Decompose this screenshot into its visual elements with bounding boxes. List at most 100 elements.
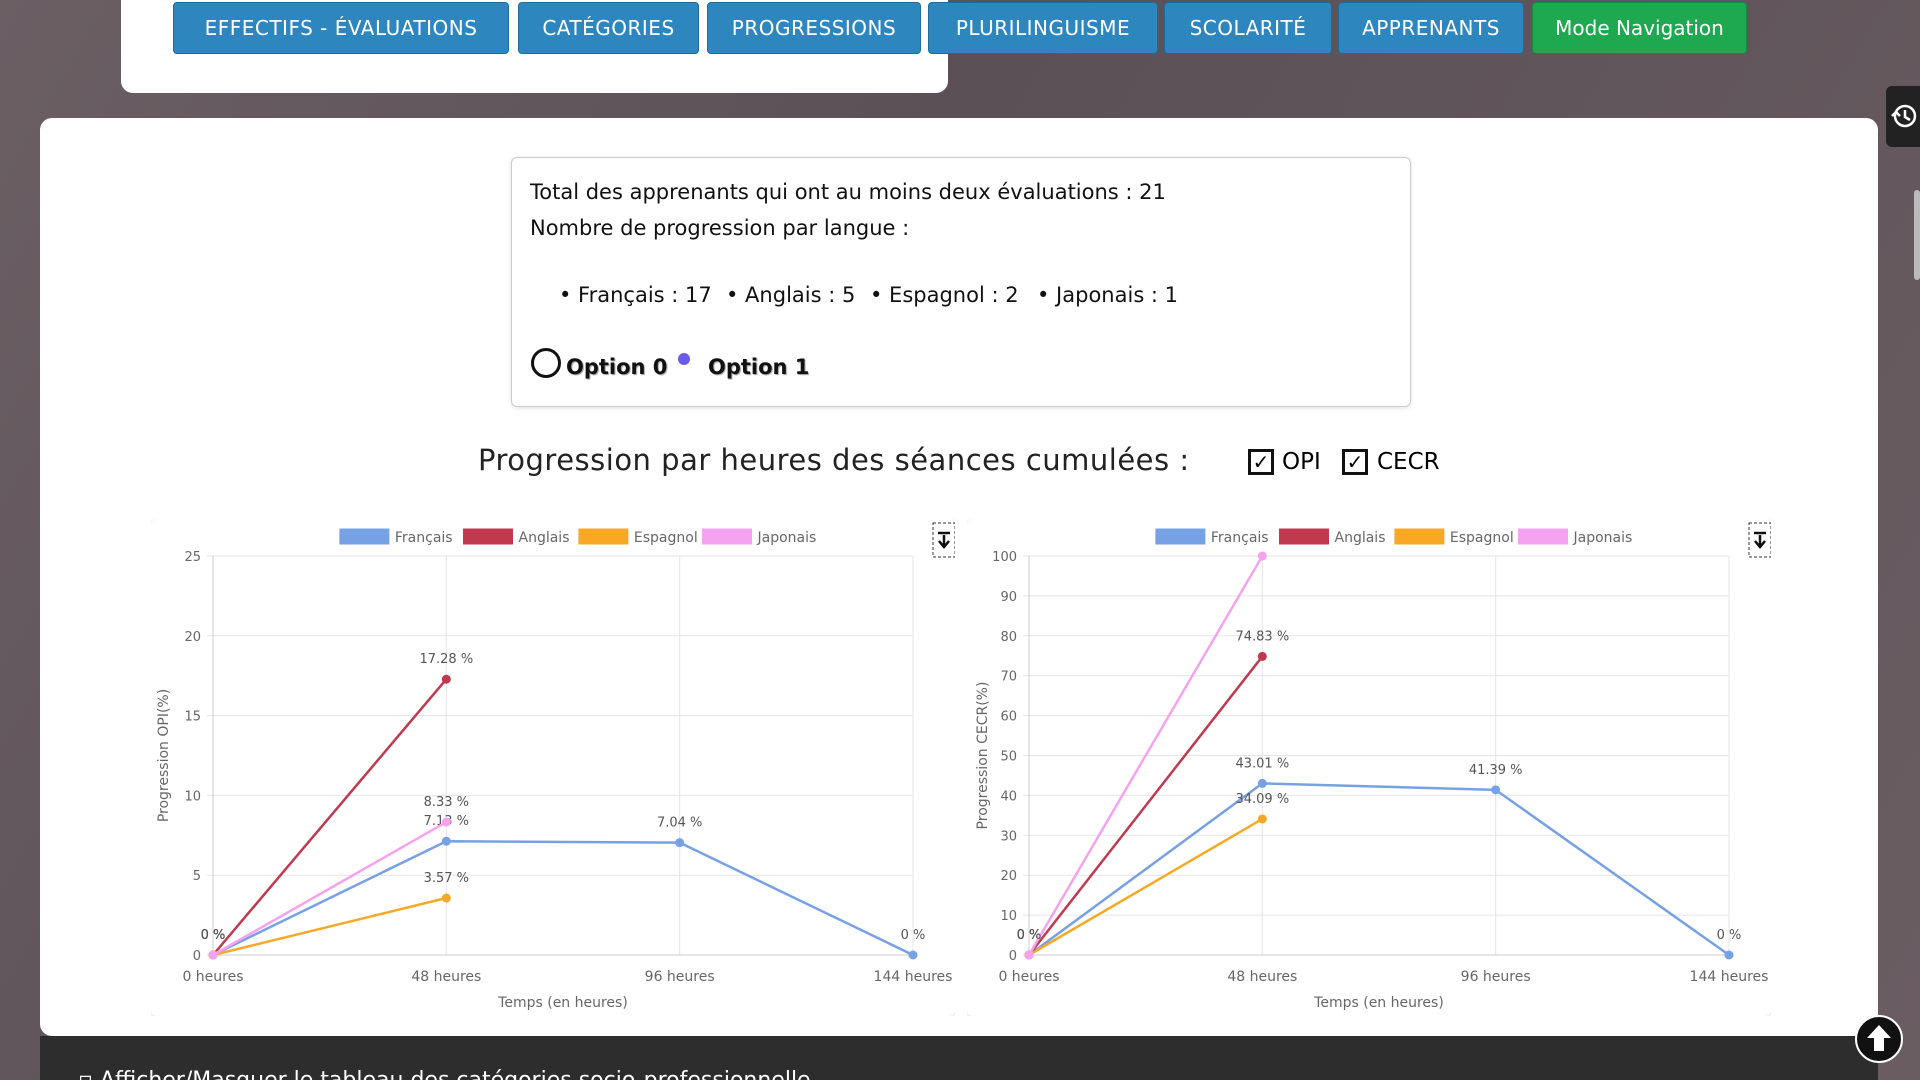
series-line: [212, 678, 448, 956]
y-tick-label: 5: [193, 869, 201, 884]
data-label: 0 %: [201, 928, 226, 943]
option-label: Option 0: [566, 355, 668, 379]
x-tick-label: 144 heures: [1690, 969, 1769, 985]
data-point: [1491, 785, 1501, 795]
y-axis-label: Progression OPI(%): [156, 689, 172, 822]
data-label: 0 %: [1017, 928, 1042, 943]
download-icon: [938, 531, 950, 549]
y-tick-label: 40: [1000, 789, 1017, 804]
radio-option[interactable]: [678, 353, 690, 365]
nav-button[interactable]: SCOLARITÉ: [1164, 2, 1332, 54]
download-button[interactable]: [932, 522, 955, 558]
y-tick-label: 25: [184, 550, 201, 565]
checkbox[interactable]: ✓: [1342, 449, 1368, 475]
legend-swatch: [339, 528, 390, 545]
data-point: [208, 950, 218, 960]
legend-swatch: [463, 528, 513, 545]
y-tick-label: 80: [1000, 630, 1017, 645]
data-label: 0 %: [201, 928, 226, 943]
download-button[interactable]: [1748, 522, 1771, 558]
legend-swatch: [1279, 528, 1329, 545]
language-count: • Anglais : 5: [726, 283, 856, 307]
nav-button[interactable]: PROGRESSIONS: [707, 2, 921, 54]
legend-label: Français: [1211, 530, 1269, 546]
data-point: [1257, 778, 1267, 788]
nav-button[interactable]: APPRENANTS: [1338, 2, 1524, 54]
series-line: [1028, 817, 1263, 957]
data-point: [1257, 814, 1267, 824]
legend-label: Anglais: [519, 530, 570, 546]
data-label: 0 %: [1017, 928, 1042, 943]
chart: 0 heures 48 heures 96 heures 144 heures 0 10 2…: [967, 519, 1771, 1016]
data-label: 0 %: [1717, 928, 1742, 943]
series-line: [212, 839, 914, 957]
legend-label: Anglais: [1335, 530, 1386, 546]
scrollbar[interactable]: [1914, 190, 1920, 280]
legend-label: Japonais: [757, 530, 817, 546]
y-tick-label: 10: [184, 789, 201, 804]
legend-label: Espagnol: [634, 530, 698, 546]
legend-label: Espagnol: [1450, 530, 1514, 546]
radio-option[interactable]: [531, 348, 561, 378]
nav-button[interactable]: Mode Navigation: [1532, 2, 1747, 54]
footer-bar: ▫ Afficher/Masquer le tableau des catégo…: [40, 1036, 1878, 1080]
data-point: [675, 838, 685, 848]
checkbox[interactable]: ✓: [1248, 449, 1274, 475]
data-label: 0 %: [901, 928, 926, 943]
y-tick-label: 20: [1000, 869, 1017, 884]
x-axis-label: Temps (en heures): [1313, 995, 1444, 1011]
data-point: [908, 950, 918, 960]
data-label: 7.04 %: [657, 816, 702, 831]
chart: 0 heures 48 heures 96 heures 144 heures 0 5 10…: [151, 519, 955, 1016]
y-tick-label: 0: [1009, 949, 1017, 964]
data-label: 0 %: [1017, 928, 1042, 943]
y-tick-label: 70: [1000, 670, 1017, 685]
legend-swatch: [702, 528, 752, 545]
y-tick-label: 30: [1000, 829, 1017, 844]
y-tick-label: 100: [992, 550, 1017, 565]
data-point: [1724, 950, 1734, 960]
chart-card: [151, 519, 955, 1016]
y-tick-label: 60: [1000, 710, 1017, 725]
legend-swatch: [578, 528, 629, 545]
data-label: 0 %: [201, 928, 226, 943]
x-tick-label: 96 heures: [645, 969, 715, 985]
series-line: [212, 820, 447, 957]
arrow-icon: [1867, 1025, 1891, 1051]
series-line: [212, 896, 447, 957]
nav-button[interactable]: CATÉGORIES: [518, 2, 699, 54]
data-point: [441, 893, 451, 903]
y-tick-label: 90: [1000, 590, 1017, 605]
y-tick-label: 0: [193, 949, 201, 964]
y-tick-label: 10: [1000, 909, 1017, 924]
y-tick-label: 15: [184, 710, 201, 725]
data-point: [1024, 950, 1034, 960]
checkbox-label: OPI: [1282, 449, 1321, 475]
total-text: Total des apprenants qui ont au moins de…: [530, 180, 1166, 204]
data-point: [1257, 651, 1267, 661]
chart-card: [967, 519, 1771, 1016]
x-axis-label: Temps (en heures): [497, 995, 628, 1011]
data-label: 17.28 %: [419, 652, 473, 667]
data-point: [441, 817, 451, 827]
download-icon: [1754, 531, 1766, 549]
y-tick-label: 20: [184, 630, 201, 645]
per-language-text: Nombre de progression par langue :: [530, 216, 910, 240]
footer-toggle[interactable]: ▫ Afficher/Masquer le tableau des catégo…: [78, 1068, 811, 1080]
series-line: [1027, 555, 1264, 956]
data-point: [441, 836, 451, 846]
legend-swatch: [1518, 528, 1568, 545]
scroll-top-button[interactable]: [1855, 1015, 1903, 1063]
data-label: 41.39 %: [1469, 763, 1523, 778]
section-title: Progression par heures des séances cumul…: [478, 443, 1190, 477]
x-tick-label: 96 heures: [1461, 969, 1531, 985]
nav-button[interactable]: EFFECTIFS - ÉVALUATIONS: [173, 2, 509, 54]
nav-button[interactable]: PLURILINGUISME: [928, 2, 1158, 54]
x-tick-label: 48 heures: [411, 969, 481, 985]
history-button[interactable]: [1886, 86, 1920, 147]
legend-swatch: [1155, 528, 1206, 545]
language-count: • Japonais : 1: [1037, 283, 1179, 307]
data-point: [441, 674, 451, 684]
info-box: [511, 157, 1411, 407]
x-tick-label: 0 heures: [998, 969, 1059, 985]
